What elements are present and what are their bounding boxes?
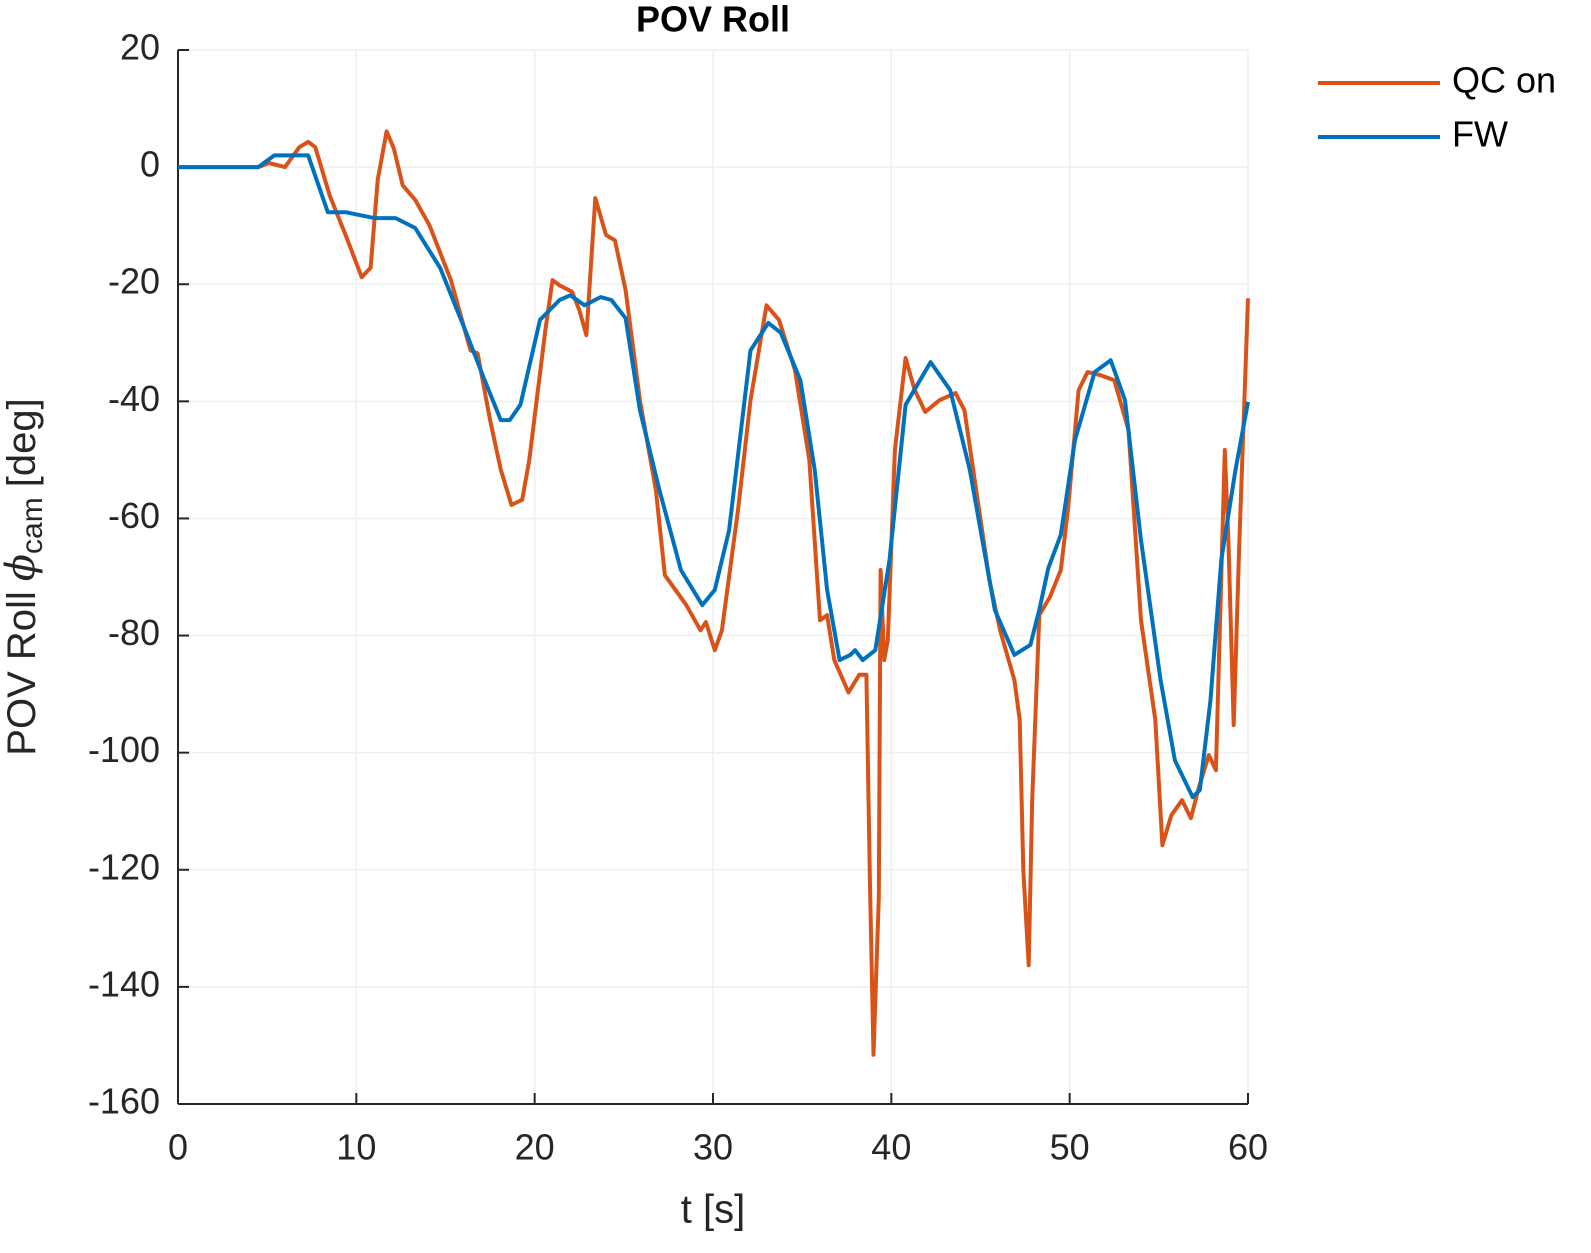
x-tick-label: 20 [515,1127,555,1168]
x-tick-label: 30 [693,1127,733,1168]
x-tick-label: 0 [168,1127,188,1168]
x-tick-label: 40 [871,1127,911,1168]
y-tick-label: -20 [108,261,160,302]
y-label-unit: [deg] [0,398,44,487]
y-label-symbol: ϕ [0,554,44,581]
data-line [178,153,1250,800]
data-line [178,129,1250,1057]
y-tick-label: -40 [108,378,160,419]
y-tick-label: -60 [108,495,160,536]
y-tick-label: 0 [140,144,160,185]
y-label-subscript: cam [16,497,49,554]
y-label-text: POV Roll [0,591,44,756]
y-axis-label: POV Roll ϕcam [deg] [0,398,49,755]
chart-title: POV Roll [636,0,790,40]
y-tick-label: -140 [88,963,160,1004]
x-tick-label: 50 [1050,1127,1090,1168]
y-tick-label: 20 [120,27,160,68]
y-tick-label: -80 [108,612,160,653]
x-axis-label: t [s] [681,1188,745,1232]
y-tick-label: -100 [88,729,160,770]
y-tick-label: -160 [88,1081,160,1122]
x-tick-label: 60 [1228,1127,1268,1168]
y-tick-label: -120 [88,846,160,887]
legend-label: FW [1452,114,1508,155]
x-tick-label: 10 [336,1127,376,1168]
legend-label: QC on [1452,60,1556,101]
